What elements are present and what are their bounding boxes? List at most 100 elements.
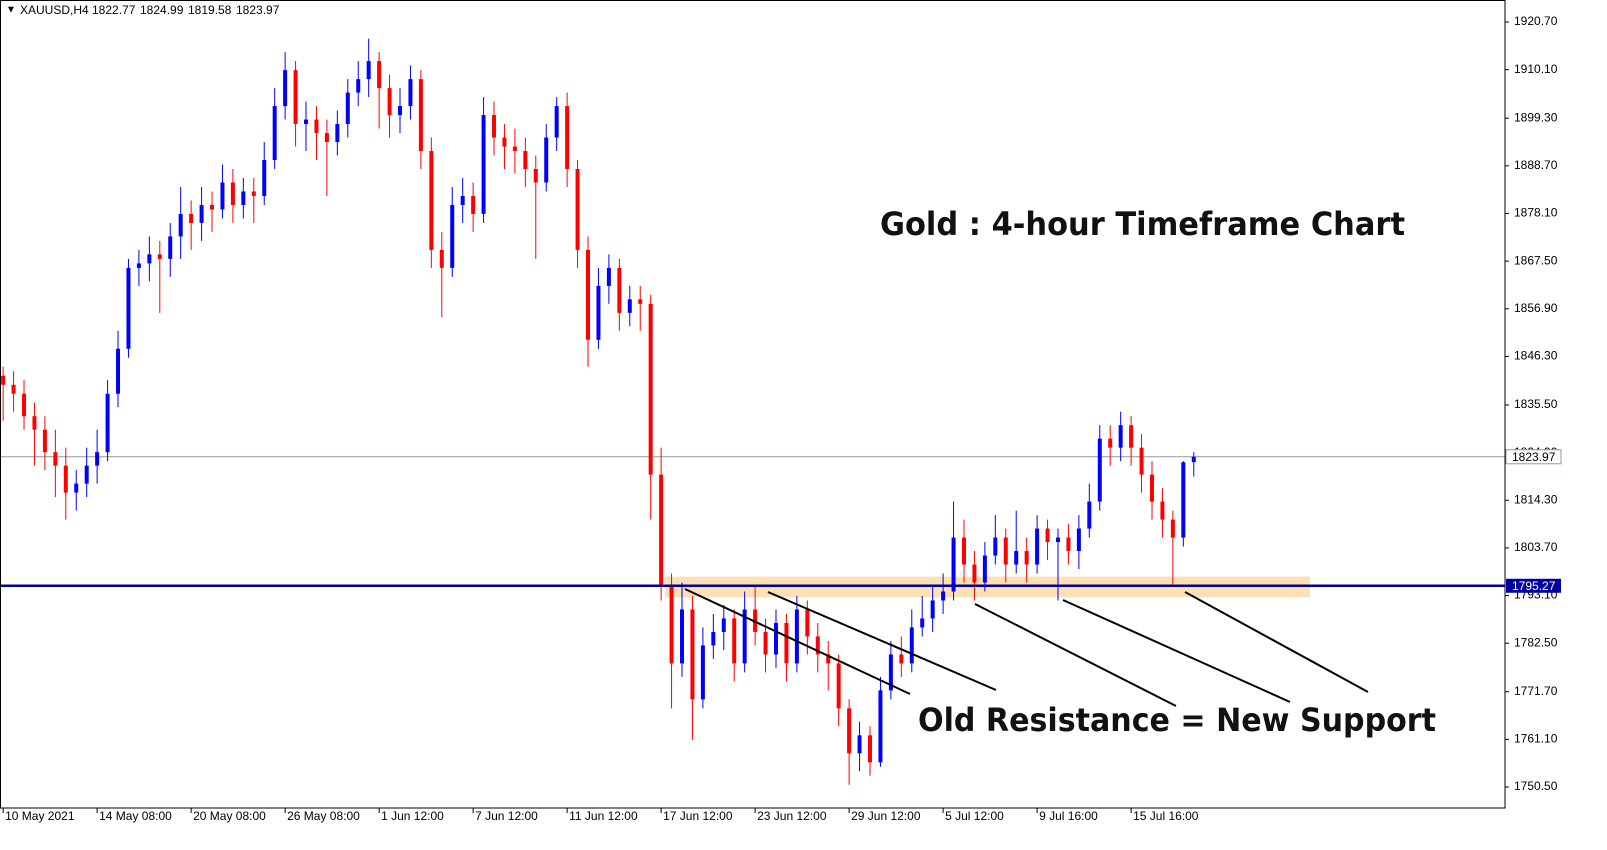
candle-body	[721, 618, 726, 632]
trend-line	[684, 588, 911, 695]
chart-title: Gold : 4-hour Timeframe Chart	[880, 205, 1405, 243]
candle-body	[241, 191, 246, 205]
candle-body	[387, 88, 392, 116]
candle-body	[220, 182, 225, 210]
candle-body	[627, 299, 632, 313]
candle-body	[794, 609, 799, 664]
candle-body	[1, 375, 6, 385]
candle-body	[878, 690, 883, 763]
candle-body	[168, 236, 173, 259]
candle-body	[366, 61, 371, 80]
candle-body	[126, 267, 131, 349]
candle-body	[742, 609, 747, 664]
candle-body	[418, 79, 423, 152]
candle-body	[283, 70, 288, 107]
y-tick-label: 1846.30	[1514, 349, 1558, 363]
candle-body	[429, 151, 434, 250]
candle-body	[345, 92, 350, 125]
candle-body	[982, 555, 987, 583]
last-price-label: 1823.97	[1512, 450, 1556, 464]
candle-body	[847, 708, 852, 754]
y-tick-label: 1856.90	[1514, 301, 1558, 315]
candle-body	[189, 213, 194, 223]
x-tick-label: 15 Jul 16:00	[1133, 809, 1199, 823]
header-high: 1824.99	[140, 3, 184, 17]
candle-body	[1014, 551, 1019, 565]
support-box	[1506, 578, 1561, 593]
candle-body	[941, 591, 946, 601]
y-tick-label: 1782.50	[1514, 635, 1558, 649]
y-tick-label: 1803.70	[1514, 540, 1558, 554]
candle-body	[116, 348, 121, 394]
candle-body	[408, 79, 413, 107]
x-tick-label: 5 Jul 12:00	[945, 809, 1004, 823]
candle-body	[690, 609, 695, 700]
x-tick-label: 11 Jun 12:00	[569, 809, 638, 823]
candle-body	[826, 654, 831, 664]
y-tick-label: 1878.10	[1514, 206, 1558, 220]
dropdown-arrow[interactable]: ▼	[6, 5, 16, 16]
candle-body	[565, 106, 570, 169]
candle-body	[178, 213, 183, 237]
candle-body	[1191, 456, 1196, 463]
x-tick-label: 9 Jul 16:00	[1039, 809, 1098, 823]
candle-body	[230, 182, 235, 205]
candle-body	[377, 61, 382, 89]
y-tick-label: 1910.10	[1514, 62, 1558, 76]
candle-body	[596, 285, 601, 340]
candle-body	[899, 654, 904, 664]
candle-body	[920, 618, 925, 628]
candle-body	[575, 168, 580, 250]
candle-body	[262, 160, 267, 196]
candle-body	[1087, 501, 1092, 529]
candle-body	[1149, 474, 1154, 502]
candle-body	[272, 106, 277, 161]
candle-body	[439, 249, 444, 268]
candle-body	[1003, 537, 1008, 565]
support-label: 1795.27	[1512, 579, 1556, 593]
candle-body	[544, 137, 549, 183]
trend-line	[1184, 591, 1369, 693]
candle-body	[450, 204, 455, 268]
y-tick-label: 1750.50	[1514, 779, 1558, 793]
y-tick-label: 1835.50	[1514, 397, 1558, 411]
candles	[0, 38, 1505, 785]
symbol-label: XAUUSD,H4	[20, 3, 89, 17]
candle-body	[763, 631, 768, 655]
axes: 1920.70 1910.10 1899.30 1888.70 1878.10 1867.…	[0, 0, 1562, 823]
candle-body	[481, 115, 486, 214]
trend-line	[767, 591, 997, 691]
candle-body	[1076, 528, 1081, 552]
x-tick-label: 7 Jun 12:00	[475, 809, 538, 823]
y-tick-label: 1899.30	[1514, 110, 1558, 124]
candle-body	[659, 474, 664, 587]
candle-body	[1129, 425, 1134, 448]
candle-body	[930, 600, 935, 619]
x-tick-label: 10 May 2021	[5, 809, 75, 823]
y-tick-label: 1761.10	[1514, 732, 1558, 746]
candle-body	[251, 191, 256, 196]
candle-body	[993, 537, 998, 556]
header-low: 1819.58	[188, 3, 232, 17]
candle-body	[711, 631, 716, 646]
candle-body	[1097, 438, 1102, 502]
candle-body	[773, 622, 778, 655]
candle-body	[1066, 537, 1071, 552]
candle-body	[638, 299, 643, 304]
candle-body	[22, 393, 27, 417]
candle-body	[1035, 528, 1040, 565]
candle-body	[1055, 537, 1060, 543]
annotation: Old Resistance = New Support	[918, 701, 1436, 739]
candle-body	[805, 609, 810, 637]
candle-body	[293, 70, 298, 125]
plot-frame	[0, 0, 1506, 809]
candle-body	[314, 119, 319, 134]
trend-lines	[684, 588, 1369, 707]
candle-body	[533, 168, 538, 183]
x-tick-label: 17 Jun 12:00	[663, 809, 733, 823]
x-tick-label: 29 Jun 12:00	[851, 809, 921, 823]
candle-body	[1181, 462, 1186, 538]
x-tick-label: 23 Jun 12:00	[757, 809, 827, 823]
